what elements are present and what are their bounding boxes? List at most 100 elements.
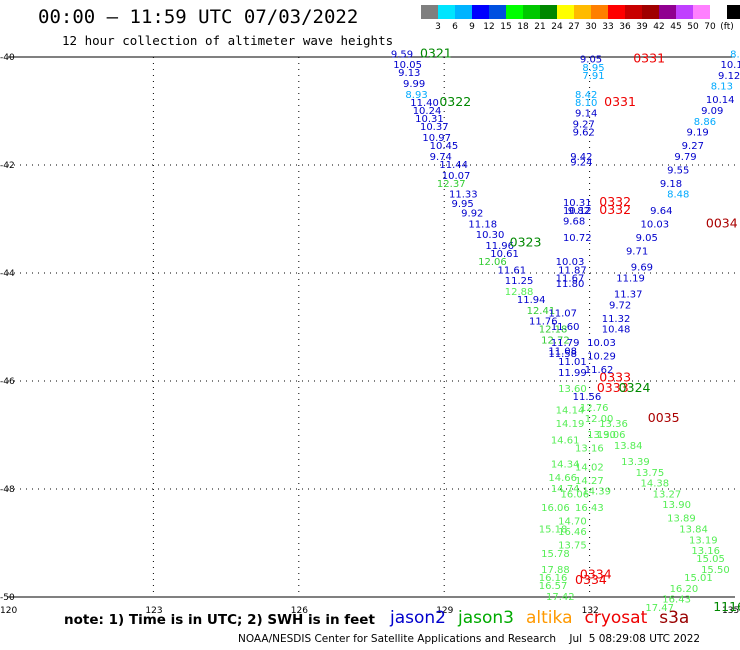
wave-height-value: 17.47 <box>645 603 674 614</box>
wave-height-value: 13.06 <box>597 430 626 441</box>
wave-height-value: 13.36 <box>599 419 628 430</box>
colorbar-tick-label: 70 <box>704 22 716 32</box>
wave-height-value: 10.31 <box>563 198 592 209</box>
wave-height-value: 13.19 <box>689 535 718 546</box>
colorbar-swatch <box>523 5 540 19</box>
wave-height-value: 12.00 <box>585 414 614 425</box>
wave-height-value: 10.11 <box>720 60 740 71</box>
map-subtitle: 12 hour collection of altimeter wave hei… <box>62 33 394 48</box>
colorbar-swatch <box>540 5 557 19</box>
wave-height-value: 11.87 <box>558 265 587 276</box>
wave-height-value: 13.16 <box>691 546 720 557</box>
colorbar-tick-label: (ft) <box>720 22 734 32</box>
wave-height-value: 13.75 <box>558 541 587 552</box>
wave-height-value: 11.60 <box>551 322 580 333</box>
pass-time-label: 1116 <box>713 599 740 614</box>
wave-height-value: 16.06 <box>541 503 570 514</box>
wave-height-value: 11.44 <box>439 160 468 171</box>
wave-height-value: 12.72 <box>541 336 570 347</box>
wave-height-value: 15.50 <box>701 565 730 576</box>
wave-height-value: 10.72 <box>563 233 592 244</box>
wave-height-value: 11.80 <box>556 279 585 290</box>
wave-height-value: 11.94 <box>517 295 546 306</box>
wave-height-value: 16.43 <box>662 595 691 606</box>
wave-height-value: 14.27 <box>575 476 604 487</box>
pass-time-label: 0333 <box>597 380 629 395</box>
wave-height-value: 11.67 <box>556 273 585 284</box>
wave-height-value: 11.96 <box>485 241 514 252</box>
colorbar-swatch <box>642 5 659 19</box>
wave-height-value: 9.99 <box>403 79 425 90</box>
wave-height-value: 9.71 <box>626 246 648 257</box>
wave-height-value: 9.42 <box>570 152 592 163</box>
longitude-tick-label: 135 <box>722 606 739 616</box>
wave-height-value: 17.88 <box>541 565 570 576</box>
wave-height-value: 13.89 <box>667 514 696 525</box>
colorbar-swatch <box>557 5 574 19</box>
wave-height-value: 13.27 <box>653 489 682 500</box>
longitude-tick-label: 123 <box>145 606 162 616</box>
colorbar-tick-label: 18 <box>517 22 529 32</box>
map-title: 00:00 – 11:59 UTC 07/03/2022 <box>38 6 359 28</box>
colorbar-swatch <box>625 5 642 19</box>
wave-height-value: 9.69 <box>631 263 653 274</box>
wave-height-value: 9.82 <box>568 206 590 217</box>
colorbar-tick-label: 39 <box>636 22 648 32</box>
colorbar-swatch <box>472 5 489 19</box>
wave-height-value: 12.06 <box>478 257 507 268</box>
colorbar-swatch <box>591 5 608 19</box>
legend-jason3: jason3 <box>458 608 514 628</box>
colorbar-swatch <box>676 5 693 19</box>
wave-height-value: 13.84 <box>614 441 643 452</box>
wave-height-value: 9.27 <box>682 141 704 152</box>
footer-note: note: 1) Time is in UTC; 2) SWH is in fe… <box>64 612 375 628</box>
pass-time-label: 0323 <box>510 234 542 249</box>
longitude-tick-label: 126 <box>291 606 308 616</box>
colorbar-tick-label: 42 <box>653 22 665 32</box>
wave-height-value: 8.93 <box>405 90 427 101</box>
wave-height-value: 14.61 <box>551 435 580 446</box>
wave-height-value: 10.37 <box>420 122 449 133</box>
wave-height-value: 9.24 <box>570 157 592 168</box>
pass-time-label: 0322 <box>439 94 471 109</box>
wave-height-value: 9.59 <box>391 49 413 60</box>
wave-height-value: 13.90 <box>587 430 616 441</box>
wave-height-value: 8.48 <box>667 190 689 201</box>
colorbar-tick-label: 33 <box>602 22 614 32</box>
wave-height-value: 14.39 <box>582 487 611 498</box>
latitude-tick-label: -44 <box>0 269 15 279</box>
colorbar-tick-label: 12 <box>483 22 495 32</box>
wave-height-value: 8.10 <box>575 98 597 109</box>
wave-height-value: 9.18 <box>660 179 682 190</box>
wave-height-value: 11.40 <box>410 98 439 109</box>
wave-height-value: 11.79 <box>551 338 580 349</box>
pass-time-label: 0331 <box>604 94 636 109</box>
wave-height-value: 13.90 <box>662 500 691 511</box>
colorbar-tick-label: 27 <box>568 22 580 32</box>
wave-height-value: 9.09 <box>701 106 723 117</box>
wave-height-value: 11.76 <box>529 317 558 328</box>
latitude-tick-label: -48 <box>0 485 15 495</box>
wave-height-value: 11.07 <box>548 309 577 320</box>
colorbar-tick-label: 30 <box>585 22 597 32</box>
wave-height-value: 12.18 <box>539 325 568 336</box>
latitude-tick-label: -46 <box>0 377 15 387</box>
wave-height-value: 14.38 <box>640 479 669 490</box>
wave-height-value: 11.25 <box>505 276 534 287</box>
wave-height-value: 14.02 <box>575 462 604 473</box>
wave-height-value: 9.12 <box>718 71 740 82</box>
wave-height-value: 8.86 <box>694 117 716 128</box>
wave-height-value: 10.24 <box>413 106 442 117</box>
wave-height-value: 8.80 <box>730 49 740 60</box>
colorbar-swatch <box>489 5 506 19</box>
wave-height-value: 16.57 <box>539 581 568 592</box>
colorbar-tick-label: 6 <box>452 22 458 32</box>
colorbar-swatch <box>574 5 591 19</box>
wave-height-value: 9.55 <box>667 165 689 176</box>
wave-height-value: 10.12 <box>563 206 592 217</box>
wave-height-value: 12.41 <box>527 306 556 317</box>
longitude-tick-label: 129 <box>436 606 453 616</box>
wave-height-value: 9.64 <box>650 206 672 217</box>
wave-height-value: 10.03 <box>587 338 616 349</box>
pass-time-label: 0332 <box>599 194 631 209</box>
